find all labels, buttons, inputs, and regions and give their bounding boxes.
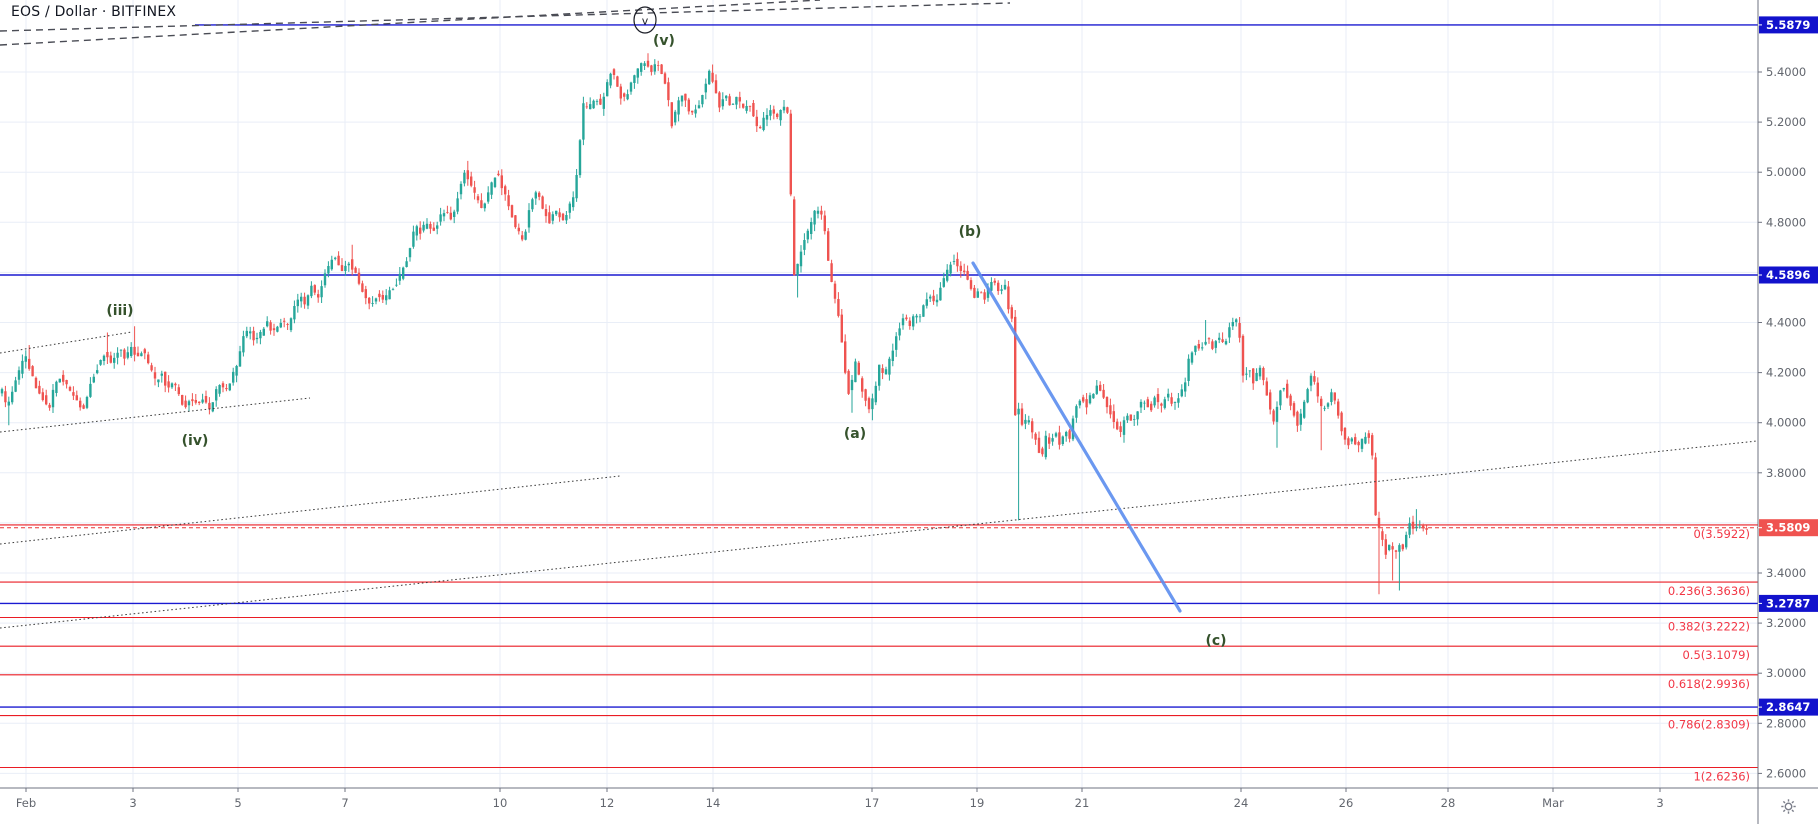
time-tick-label: 19: [970, 796, 985, 810]
price-tick-label: 5.4000: [1766, 65, 1806, 79]
time-tick-label: 17: [865, 796, 880, 810]
price-badge-value: 3.5809: [1766, 521, 1810, 535]
grid-layer: [0, 0, 1758, 788]
time-axis-panel[interactable]: [0, 788, 1818, 824]
price-badge-value: 3.2787: [1766, 596, 1810, 610]
dotted-trend-line[interactable]: [0, 331, 133, 354]
wave-label: (a): [844, 426, 866, 442]
time-tick-label: 3: [1656, 796, 1663, 810]
time-tick-label: 24: [1234, 796, 1249, 810]
dashed-trend-line[interactable]: [0, 2, 1011, 32]
dashed-trend-line[interactable]: [0, 0, 821, 46]
time-tick-label: 12: [600, 796, 615, 810]
price-tick-label: 2.6000: [1766, 766, 1806, 780]
dotted-trend-line[interactable]: [0, 475, 621, 545]
time-axis-labels[interactable]: Feb 3 5 7 10 12 14 17 19 21 24 26 28 Mar 3: [16, 788, 1664, 810]
last-price-badge: [1759, 519, 1818, 537]
fib-level-label: 0.5(3.1079): [1682, 648, 1750, 662]
circled-wave-marker-text: v: [642, 15, 649, 28]
fib-level-label: 0(3.5922): [1693, 527, 1750, 541]
blue-trend-line[interactable]: [971, 261, 1182, 613]
price-level-badge: [1759, 698, 1818, 716]
wave-label: (c): [1205, 633, 1226, 649]
fib-level-label: 0.382(3.2222): [1668, 620, 1750, 634]
price-badge-value: 4.5896: [1766, 268, 1810, 282]
price-tick-label: 3.4000: [1766, 566, 1806, 580]
wave-label: (v): [653, 33, 675, 49]
price-badge-value: 5.5879: [1766, 18, 1810, 32]
axis-settings-button[interactable]: [1759, 789, 1818, 824]
price-tick-label: 4.2000: [1766, 366, 1806, 380]
trend-lines-layer[interactable]: v: [0, 0, 1758, 629]
price-level-badge: [1759, 266, 1818, 284]
time-tick-label: 10: [493, 796, 508, 810]
circled-wave-marker[interactable]: [633, 6, 657, 34]
price-tick-label: 5.2000: [1766, 115, 1806, 129]
fib-level-label: 0.236(3.3636): [1668, 584, 1750, 598]
time-tick-label: 26: [1339, 796, 1354, 810]
time-tick-label: 28: [1441, 796, 1456, 810]
fib-level-label: 0.786(2.8309): [1668, 718, 1750, 732]
price-tick-label: 4.4000: [1766, 316, 1806, 330]
time-tick-label: 3: [129, 796, 136, 810]
gear-icon: [1781, 799, 1796, 814]
price-axis-panel[interactable]: [1758, 0, 1818, 824]
price-badge-value: 2.8647: [1766, 700, 1810, 714]
wave-label: (b): [959, 224, 982, 240]
fib-level-label: 0.618(2.9936): [1668, 677, 1750, 691]
price-tick-label: 3.8000: [1766, 466, 1806, 480]
price-axis-labels[interactable]: 5.4000 5.2000 5.0000 4.8000 4.4000 4.2000 4.00…: [1758, 65, 1806, 780]
price-tick-label: 3.2000: [1766, 616, 1806, 630]
fib-level-label: 1(2.6236): [1693, 770, 1750, 784]
fib-labels-layer: 0(3.5922) 0.236(3.3636) 0.382(3.2222) 0.5(3…: [1668, 527, 1750, 784]
time-tick-label: 21: [1075, 796, 1090, 810]
dotted-trend-line[interactable]: [0, 440, 1758, 629]
fib-retracement-layer[interactable]: [0, 524, 1758, 769]
price-tick-label: 3.0000: [1766, 666, 1806, 680]
wave-labels-layer: (iii) (iv) (v) (a) (b) (c): [106, 33, 1226, 649]
time-tick-label: Feb: [16, 796, 36, 810]
time-tick-label: 14: [706, 796, 721, 810]
price-tick-label: 4.8000: [1766, 215, 1806, 229]
price-level-badge: [1759, 16, 1818, 34]
price-level-badge: [1759, 594, 1818, 612]
price-badges-layer: 5.5879 4.5896 3.5809 3.2787 2.8647: [1758, 16, 1818, 716]
dotted-trend-line[interactable]: [0, 397, 311, 433]
wave-label: (iii): [106, 303, 133, 319]
time-tick-label: Mar: [1542, 796, 1564, 810]
price-tick-label: 5.0000: [1766, 165, 1806, 179]
symbol-title: EOS / Dollar · BITFINEX: [11, 4, 177, 20]
candles-layer: [0, 53, 1428, 595]
wave-label: (iv): [182, 433, 209, 449]
price-tick-label: 2.8000: [1766, 716, 1806, 730]
time-tick-label: 5: [234, 796, 241, 810]
time-tick-label: 7: [341, 796, 348, 810]
price-tick-label: 4.0000: [1766, 416, 1806, 430]
price-levels-layer[interactable]: [0, 24, 1758, 708]
